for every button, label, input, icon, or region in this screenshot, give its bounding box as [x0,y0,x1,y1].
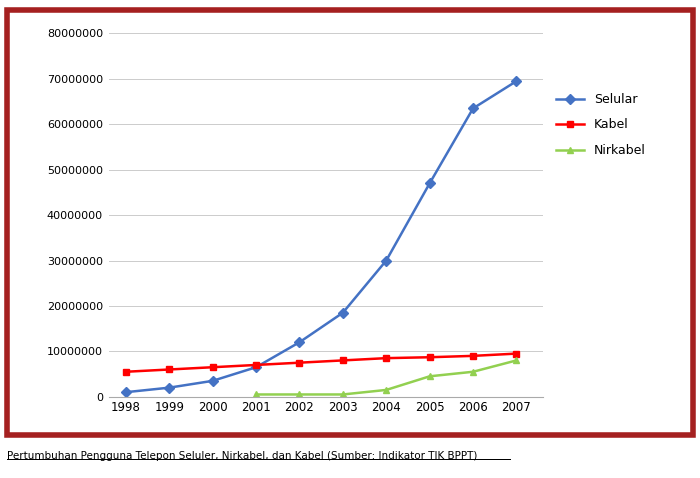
Selular [209,378,217,384]
Kabel [469,353,477,358]
Kabel [122,369,130,375]
Nirkabel [382,387,391,393]
Kabel [252,362,260,368]
Text: Pertumbuhan Pengguna Telepon Seluler, Nirkabel, dan Kabel (Sumber: Indikator TIK: Pertumbuhan Pengguna Telepon Seluler, Ni… [7,451,477,461]
Nirkabel [339,391,347,397]
Kabel [209,364,217,370]
Kabel [165,367,174,372]
Selular [382,258,391,263]
Legend: Selular, Kabel, Nirkabel: Selular, Kabel, Nirkabel [551,88,650,162]
Line: Nirkabel: Nirkabel [253,357,520,398]
Selular [339,310,347,315]
Nirkabel [512,358,521,363]
Nirkabel [469,369,477,375]
Nirkabel [252,391,260,397]
Selular [469,106,477,111]
Nirkabel [295,391,304,397]
Selular [165,385,174,391]
Selular [252,364,260,370]
Line: Selular: Selular [122,77,520,396]
Line: Kabel: Kabel [122,350,520,375]
Selular [426,181,434,186]
Kabel [295,360,304,366]
Kabel [426,354,434,360]
Kabel [339,358,347,363]
Selular [122,389,130,395]
Kabel [382,355,391,361]
Kabel [512,351,521,357]
Selular [512,78,521,84]
Selular [295,339,304,345]
Nirkabel [426,373,434,379]
